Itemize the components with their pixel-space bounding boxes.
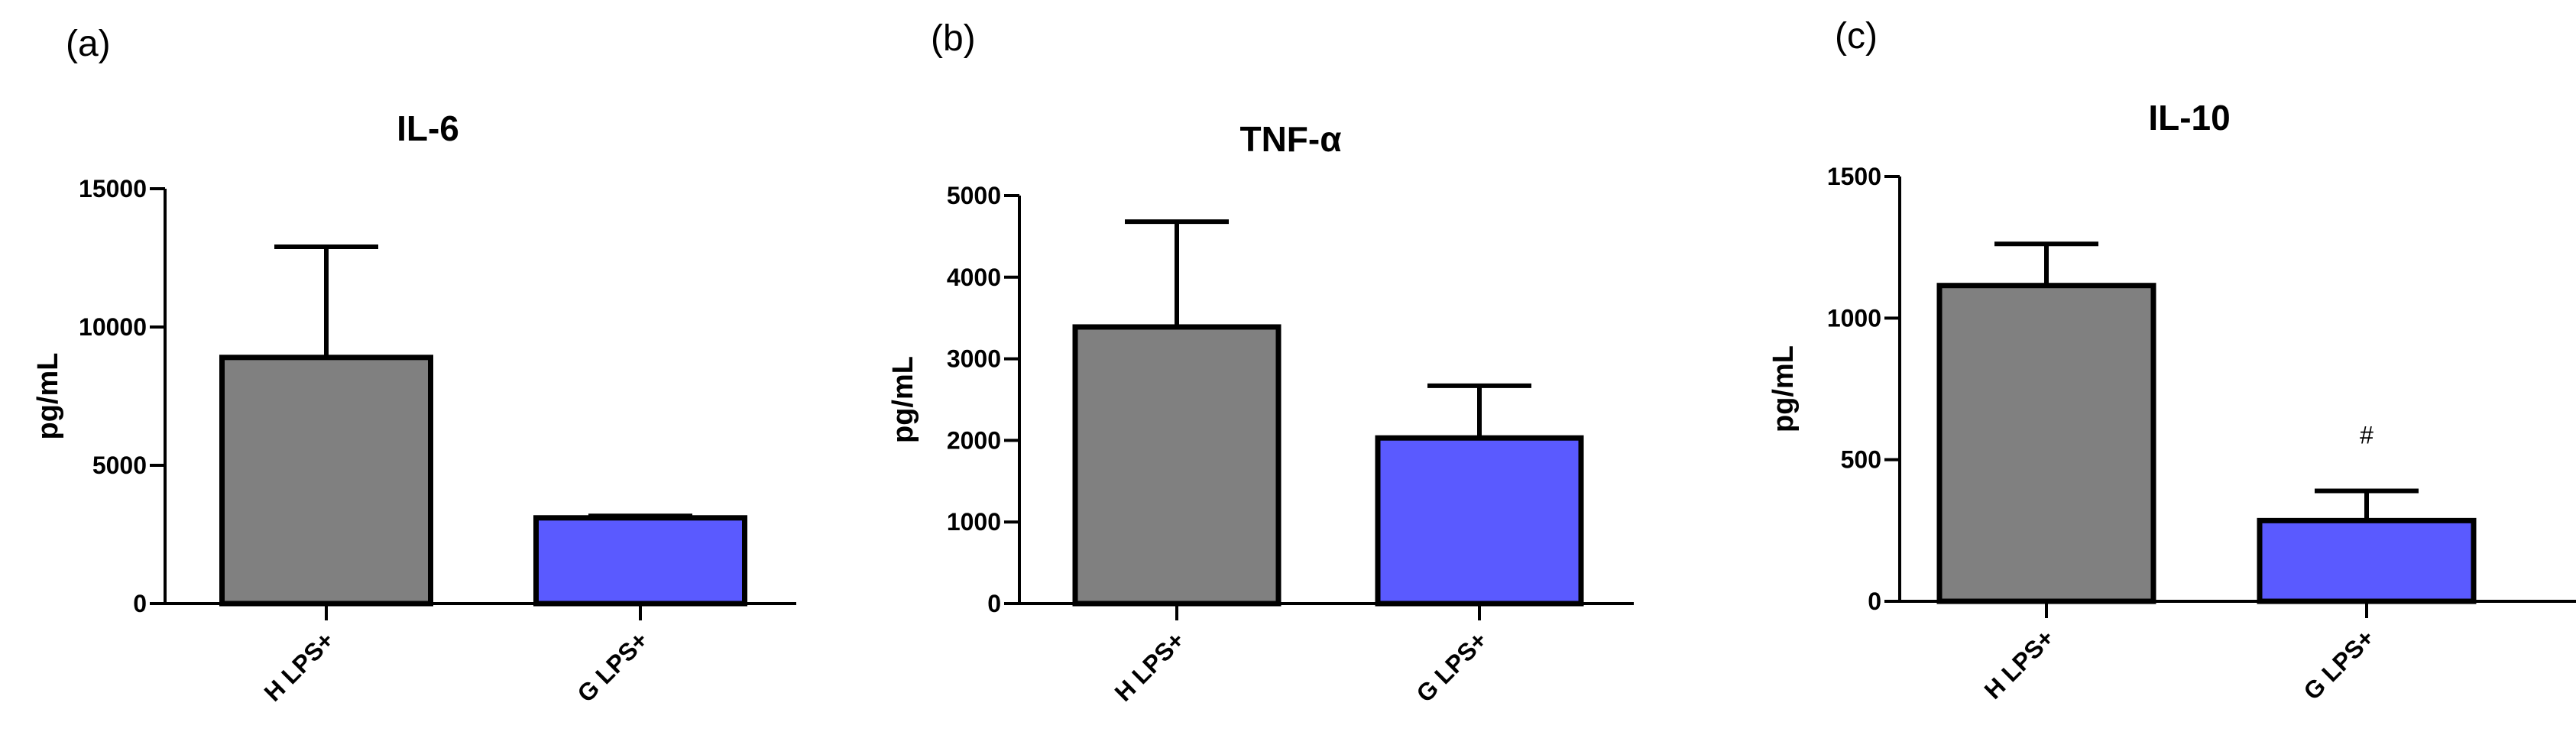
il10-chart-title: IL-10 bbox=[2148, 98, 2230, 138]
tnf-alpha-bar-g-lps bbox=[1375, 435, 1584, 607]
tnf-alpha-y-axis-label: pg/mL bbox=[887, 356, 919, 443]
il10-category-label-h-lps: H LPS+ bbox=[1979, 623, 2059, 704]
tnf-alpha-y-tick-label: 3000 bbox=[947, 345, 1001, 373]
il10-panel-label: (c) bbox=[1835, 16, 1878, 57]
tnf-alpha-y-tick-label: 5000 bbox=[947, 182, 1001, 209]
il10-y-tick-label: 1500 bbox=[1827, 163, 1881, 190]
il10-chart-panel: (c) IL-10 pg/mL H LPS+ # G LPS+ 0 500 1000 1500 bbox=[1718, 0, 2576, 748]
il6-bar-h-lps bbox=[219, 355, 433, 607]
tnf-alpha-category-label-h-lps: H LPS+ bbox=[1110, 626, 1190, 706]
il10-chart-svg: (c) IL-10 pg/mL H LPS+ # G LPS+ 0 500 1000 1500 bbox=[1768, 16, 2576, 705]
il6-y-tick-label: 5000 bbox=[92, 452, 147, 479]
il6-y-tick-label: 15000 bbox=[79, 175, 147, 202]
il6-chart-title: IL-6 bbox=[397, 108, 459, 148]
il10-y-axis-label: pg/mL bbox=[1768, 345, 1800, 432]
il6-category-label-h-lps: H LPS+ bbox=[259, 626, 339, 706]
il6-chart-svg: (a) IL-6 pg/mL H LPS+ G LPS+ 0 5000 10000 15000 bbox=[32, 24, 796, 708]
il10-y-tick-label: 0 bbox=[1868, 588, 1881, 615]
tnf-alpha-panel-label: (b) bbox=[931, 18, 976, 59]
il6-y-tick-label: 0 bbox=[133, 590, 147, 617]
tnf-alpha-y-tick-label: 1000 bbox=[947, 508, 1001, 536]
tnf-alpha-chart-panel: (b) TNF-α pg/mL H LPS+ G LPS+ 0 1000 2000 3000 40… bbox=[859, 0, 1717, 748]
tnf-alpha-y-tick-label: 2000 bbox=[947, 426, 1001, 454]
il10-bar-g-lps bbox=[2257, 517, 2477, 604]
il10-category-label-g-lps: G LPS+ bbox=[2298, 623, 2380, 705]
il6-bar-g-lps bbox=[533, 515, 747, 607]
il10-y-tick-label: 500 bbox=[1841, 446, 1881, 474]
tnf-alpha-chart-title: TNF-α bbox=[1239, 119, 1341, 159]
il6-panel-label: (a) bbox=[66, 24, 111, 64]
tnf-alpha-y-tick-label: 0 bbox=[987, 590, 1001, 617]
il6-category-label-g-lps: G LPS+ bbox=[572, 626, 653, 708]
il10-y-tick-label: 1000 bbox=[1827, 304, 1881, 332]
il6-y-axis-label: pg/mL bbox=[32, 353, 64, 440]
il6-chart-panel: (a) IL-6 pg/mL H LPS+ G LPS+ 0 5000 10000 15000 bbox=[0, 0, 858, 748]
il6-y-tick-label: 10000 bbox=[79, 313, 147, 341]
il10-bar-h-lps bbox=[1936, 283, 2156, 604]
tnf-alpha-bar-h-lps bbox=[1072, 324, 1282, 607]
tnf-alpha-chart-svg: (b) TNF-α pg/mL H LPS+ G LPS+ 0 1000 2000 3000 40… bbox=[887, 18, 1634, 708]
il10-significance-mark-g-lps: # bbox=[2360, 421, 2373, 448]
tnf-alpha-category-label-g-lps: G LPS+ bbox=[1411, 626, 1492, 708]
tnf-alpha-y-tick-label: 4000 bbox=[947, 264, 1001, 291]
